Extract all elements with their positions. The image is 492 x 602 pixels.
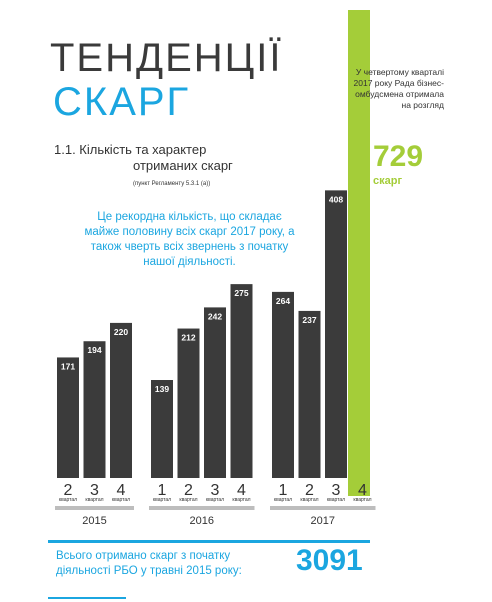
bar-2015-q2 (57, 357, 79, 478)
callout-text: Це рекордна кількість, що складає майже … (84, 211, 295, 268)
highlight-bar-q4-2017 (348, 10, 370, 496)
quarter-number-2016-q1: 1 (158, 482, 167, 499)
section-heading-line-2: отриманих скарг (133, 158, 233, 173)
quarter-number-2016-q4: 4 (237, 482, 246, 499)
bar-value-2017-q1: 264 (276, 296, 290, 306)
quarter-word-2015-q2: квартал (59, 497, 77, 503)
year-bracket-2017 (270, 506, 376, 510)
title-line-1: ТЕНДЕНЦІЇ (50, 36, 283, 80)
quarter-word-2016-q4: квартал (232, 497, 250, 503)
year-bracket-2016 (149, 506, 255, 510)
title-line-2: СКАРГ (53, 80, 191, 124)
section-heading: 1.1. Кількість та характер отриманих ска… (54, 142, 233, 174)
bar-value-2015-q2: 171 (61, 361, 75, 371)
quarter-number-2015-q3: 3 (90, 482, 99, 499)
bar-value-2015-q4: 220 (114, 327, 128, 337)
bar-2016-q3 (204, 307, 226, 478)
bar-2016-q1 (151, 380, 173, 478)
side-note-unit: скарг (373, 175, 403, 187)
bar-2017-q2 (298, 310, 321, 478)
bar-2017-q1 (272, 291, 294, 478)
quarter-number-2017-q4: 4 (358, 482, 367, 499)
bar-value-2015-q3: 194 (87, 345, 101, 355)
bar-value-2016-q1: 139 (155, 384, 169, 394)
quarter-word-2017-q4: квартал (353, 497, 371, 503)
quarter-word-2015-q4: квартал (112, 497, 130, 503)
quarter-word-2017-q2: квартал (300, 497, 318, 503)
quarter-number-2017-q3: 3 (332, 482, 341, 499)
quarter-word-2016-q3: квартал (206, 497, 224, 503)
bar-2015-q3 (83, 341, 106, 478)
quarter-word-2017-q1: квартал (274, 497, 292, 503)
bar-2016-q2 (177, 328, 200, 478)
bar-value-2016-q3: 242 (208, 311, 222, 321)
bar-2017-q3 (325, 190, 347, 479)
bottom-divider (48, 540, 370, 543)
quarter-word-2016-q2: квартал (179, 497, 197, 503)
section-heading-line-1: 1.1. Кількість та характер (54, 142, 207, 157)
quarter-number-2015-q2: 2 (64, 482, 73, 499)
quarter-number-2017-q1: 1 (279, 482, 288, 499)
bar-2016-q4 (230, 284, 253, 478)
year-label-2017: 2017 (311, 515, 335, 527)
quarter-number-2016-q2: 2 (184, 482, 193, 499)
quarter-word-2017-q3: квартал (327, 497, 345, 503)
bar-2015-q4 (110, 322, 132, 478)
quarter-word-2015-q3: квартал (85, 497, 103, 503)
bar-value-2016-q4: 275 (234, 288, 248, 298)
total-text: Всього отримано скарг з початку діяльнос… (56, 550, 242, 577)
section-reference: (пункт Регламенту 5.3.1 (а)) (133, 181, 211, 187)
bar-value-2017-q2: 237 (302, 315, 316, 325)
quarter-word-2016-q1: квартал (153, 497, 171, 503)
year-label-2015: 2015 (82, 515, 106, 527)
year-bracket-2015 (55, 506, 134, 510)
bar-value-2016-q2: 212 (181, 333, 195, 343)
side-note-text: У четвертому кварталі 2017 року Рада біз… (353, 67, 444, 110)
side-note-number: 729 (373, 140, 424, 173)
footer-divider (48, 597, 126, 599)
total-number: 3091 (296, 544, 363, 577)
bar-value-2017-q3: 408 (329, 194, 343, 204)
quarter-number-2017-q2: 2 (305, 482, 314, 499)
year-label-2016: 2016 (190, 515, 214, 527)
quarter-number-2016-q3: 3 (211, 482, 220, 499)
quarter-number-2015-q4: 4 (117, 482, 126, 499)
